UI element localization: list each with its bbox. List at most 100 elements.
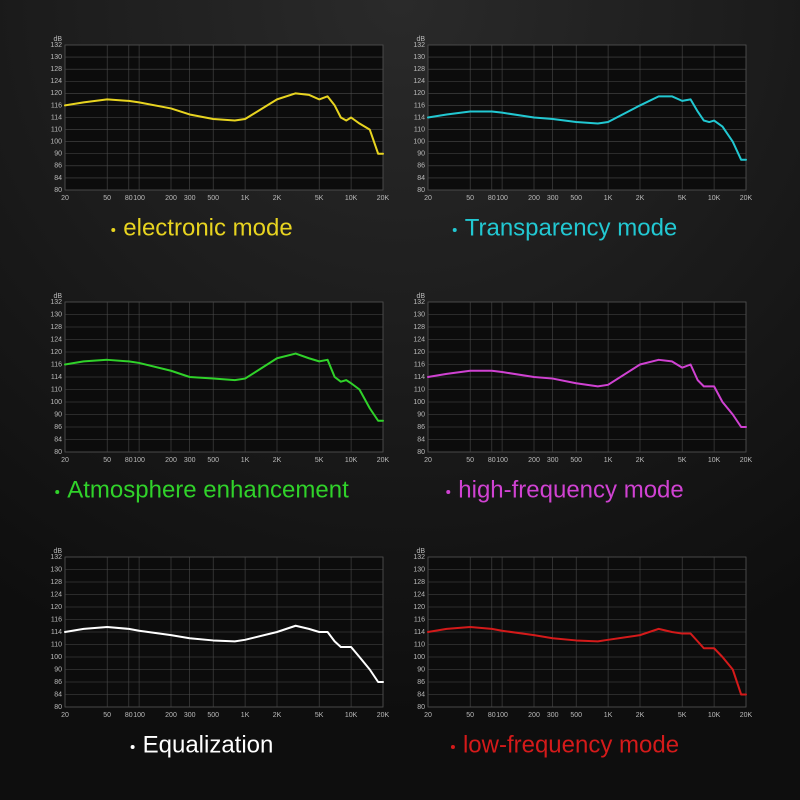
x-tick-label: 300 xyxy=(184,712,196,719)
x-tick-label: 300 xyxy=(547,457,559,464)
x-tick-label: 1K xyxy=(604,195,613,202)
x-tick-label: 500 xyxy=(570,457,582,464)
response-curve xyxy=(427,626,747,696)
y-tick-label: 114 xyxy=(414,629,425,636)
y-tick-label: 120 xyxy=(50,349,62,356)
y-tick-label: 116 xyxy=(414,361,425,368)
x-tick-label: 500 xyxy=(207,712,219,719)
y-tick-label: 90 xyxy=(417,666,425,673)
mode-caption: electronic mode xyxy=(123,214,292,241)
x-tick-label: 2K xyxy=(636,457,645,464)
x-tick-label: 80 xyxy=(488,457,496,464)
y-tick-label: 124 xyxy=(50,336,62,343)
x-tick-label: 1K xyxy=(241,712,250,719)
y-tick-label: 84 xyxy=(417,175,425,182)
x-tick-label: 50 xyxy=(103,195,111,202)
y-tick-label: 100 xyxy=(50,399,62,406)
x-tick-label: 80 xyxy=(488,712,496,719)
y-tick-label: 100 xyxy=(413,139,425,146)
y-tick-label: 110 xyxy=(51,126,62,133)
y-axis-label: dB xyxy=(416,36,425,43)
x-tick-label: 20K xyxy=(740,712,753,719)
mode-caption: high-frequency mode xyxy=(458,476,683,503)
y-tick-label: 114 xyxy=(414,374,425,381)
x-tick-label: 500 xyxy=(570,712,582,719)
response-curve xyxy=(64,92,384,155)
y-tick-label: 124 xyxy=(50,78,62,85)
x-tick-label: 10K xyxy=(708,195,721,202)
caption-bullet xyxy=(452,228,457,232)
y-tick-label: 90 xyxy=(54,151,62,158)
x-tick-label: 80 xyxy=(125,457,133,464)
y-tick-label: 128 xyxy=(413,324,425,331)
x-tick-label: 20K xyxy=(377,712,390,719)
x-tick-label: 10K xyxy=(345,712,358,719)
y-tick-label: 80 xyxy=(54,449,62,456)
y-tick-label: 116 xyxy=(51,102,62,109)
mode-caption: Equalization xyxy=(143,731,274,758)
y-tick-label: 80 xyxy=(417,449,425,456)
x-tick-label: 5K xyxy=(678,457,687,464)
x-tick-label: 2K xyxy=(636,712,645,719)
y-tick-label: 130 xyxy=(50,566,62,573)
response-curve xyxy=(427,358,747,428)
y-tick-label: 120 xyxy=(50,90,62,97)
y-tick-label: 132 xyxy=(50,42,62,49)
x-tick-label: 10K xyxy=(345,457,358,464)
y-tick-label: 132 xyxy=(50,299,62,306)
y-tick-label: 110 xyxy=(51,641,62,648)
x-tick-label: 80 xyxy=(125,712,133,719)
y-tick-label: 100 xyxy=(413,399,425,406)
x-tick-label: 20K xyxy=(377,457,390,464)
y-tick-label: 114 xyxy=(414,114,425,121)
y-tick-label: 128 xyxy=(413,579,425,586)
y-tick-label: 124 xyxy=(413,78,425,85)
y-tick-label: 128 xyxy=(50,324,62,331)
x-tick-label: 100 xyxy=(496,195,508,202)
y-tick-label: 132 xyxy=(413,554,425,561)
x-tick-label: 20 xyxy=(424,457,432,464)
y-tick-label: 120 xyxy=(413,604,425,611)
y-tick-label: 116 xyxy=(414,102,425,109)
x-tick-label: 50 xyxy=(103,457,111,464)
x-tick-label: 20 xyxy=(61,457,69,464)
x-tick-label: 100 xyxy=(496,457,508,464)
y-tick-label: 116 xyxy=(51,361,62,368)
x-tick-label: 100 xyxy=(133,195,145,202)
x-tick-label: 5K xyxy=(315,457,324,464)
mode-caption: Atmosphere enhancement xyxy=(67,476,349,503)
y-axis-label: dB xyxy=(53,548,62,555)
y-tick-label: 114 xyxy=(51,114,62,121)
y-tick-label: 84 xyxy=(417,691,425,698)
y-tick-label: 86 xyxy=(417,424,425,431)
x-tick-label: 200 xyxy=(165,195,177,202)
y-tick-label: 114 xyxy=(51,374,62,381)
response-curve xyxy=(64,624,384,683)
x-tick-label: 2K xyxy=(273,457,282,464)
x-tick-label: 10K xyxy=(708,457,721,464)
x-tick-label: 10K xyxy=(345,195,358,202)
x-tick-label: 1K xyxy=(241,457,250,464)
y-tick-label: 124 xyxy=(413,336,425,343)
y-tick-label: 90 xyxy=(54,666,62,673)
x-tick-label: 500 xyxy=(207,457,219,464)
x-tick-label: 5K xyxy=(315,195,324,202)
x-tick-label: 5K xyxy=(315,712,324,719)
caption-bullet xyxy=(111,228,116,232)
x-tick-label: 300 xyxy=(547,195,559,202)
y-tick-label: 84 xyxy=(417,436,425,443)
x-tick-label: 20 xyxy=(61,712,69,719)
x-tick-label: 200 xyxy=(528,195,540,202)
x-tick-label: 200 xyxy=(165,712,177,719)
caption-bullet xyxy=(450,745,455,749)
x-tick-label: 300 xyxy=(184,195,196,202)
y-tick-label: 86 xyxy=(54,424,62,431)
caption-bullet xyxy=(446,490,451,494)
y-axis-label: dB xyxy=(53,36,62,43)
y-tick-label: 110 xyxy=(414,386,425,393)
y-tick-label: 128 xyxy=(413,66,425,73)
y-tick-label: 84 xyxy=(54,175,62,182)
y-tick-label: 130 xyxy=(413,54,425,61)
x-tick-label: 500 xyxy=(570,195,582,202)
